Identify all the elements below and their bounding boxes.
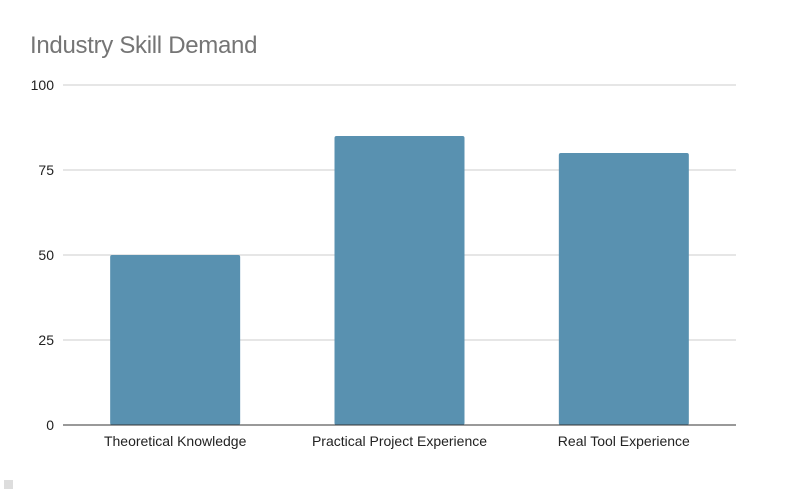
y-tick-label: 25 [38, 332, 54, 348]
x-tick-label: Real Tool Experience [558, 433, 690, 449]
y-tick-label: 75 [38, 162, 54, 178]
bar[interactable] [110, 255, 241, 425]
chart-resize-handle[interactable] [4, 480, 13, 489]
y-tick-label: 50 [38, 247, 54, 263]
y-tick-label: 0 [46, 417, 54, 433]
bar[interactable] [334, 136, 465, 425]
chart-title: Industry Skill Demand [30, 32, 258, 59]
bar[interactable] [558, 153, 689, 425]
x-tick-label: Practical Project Experience [312, 433, 487, 449]
y-axis-ticks: 0 25 50 75 100 [31, 77, 55, 433]
x-axis-ticks: Theoretical Knowledge Practical Project E… [104, 433, 690, 449]
y-tick-label: 100 [31, 77, 55, 93]
x-tick-label: Theoretical Knowledge [104, 433, 247, 449]
bars [110, 136, 689, 425]
